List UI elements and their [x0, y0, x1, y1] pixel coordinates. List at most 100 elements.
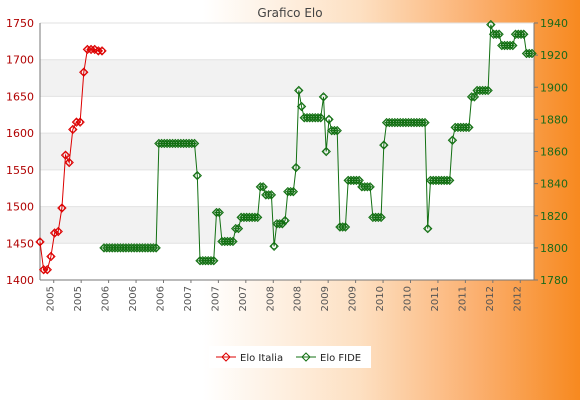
- data-point-core-elo-fide: [304, 114, 310, 121]
- data-point-elo-fide: [285, 186, 296, 197]
- data-point-core-elo-fide: [402, 119, 409, 126]
- data-point-core-elo-italia: [99, 48, 105, 54]
- data-point-core-elo-fide: [457, 124, 464, 131]
- data-point-core-elo-fide: [449, 137, 456, 144]
- legend-marker-elo-italia: [221, 352, 231, 362]
- data-point-core-elo-fide: [356, 177, 363, 184]
- data-point-core-elo-fide: [372, 214, 379, 221]
- data-point-core-elo-fide: [241, 214, 247, 221]
- data-point-elo-fide: [209, 256, 219, 266]
- data-point-elo-fide: [354, 175, 364, 186]
- x-tick-label: 2007: [238, 286, 249, 311]
- data-point-core-elo-fide: [213, 209, 220, 216]
- data-point-elo-italia: [53, 226, 63, 237]
- data-point-core-elo-italia: [77, 119, 84, 126]
- data-point-elo-fide: [329, 125, 340, 136]
- data-point-core-elo-fide: [166, 140, 173, 147]
- legend-marker-elo-fide: [301, 352, 311, 362]
- data-point-core-elo-fide: [331, 127, 338, 134]
- data-point-core-elo-fide: [364, 183, 371, 190]
- data-point-core-elo-fide: [498, 42, 505, 49]
- data-point-core-elo-fide: [144, 244, 151, 251]
- data-point-core-elo-fide: [334, 127, 341, 134]
- data-point-core-elo-fide: [273, 220, 280, 227]
- data-point-core-elo-fide: [444, 177, 450, 184]
- data-point-core-elo-fide: [455, 124, 461, 131]
- data-point-core-elo-fide: [391, 119, 398, 126]
- data-point-core-elo-fide: [523, 50, 530, 57]
- data-point-core-elo-fide: [112, 244, 118, 251]
- data-point-core-elo-fide: [312, 114, 319, 121]
- right-tick-label: 1920: [540, 49, 568, 62]
- data-point-core-elo-fide: [249, 214, 256, 221]
- data-point-elo-fide: [316, 113, 326, 123]
- data-point-core-elo-fide: [487, 21, 494, 28]
- data-point-core-elo-fide: [479, 87, 486, 94]
- x-tick-label: 2007: [210, 286, 221, 311]
- data-point-elo-italia: [46, 251, 56, 262]
- data-point-elo-fide: [508, 40, 518, 51]
- data-point-core-elo-fide: [326, 116, 332, 123]
- data-point-core-elo-fide: [471, 93, 478, 100]
- data-point-elo-fide: [376, 212, 386, 223]
- data-point-elo-fide: [228, 236, 238, 247]
- data-point-core-elo-fide: [427, 177, 434, 184]
- data-point-elo-fide: [351, 175, 362, 186]
- data-point-core-elo-fide: [254, 214, 261, 221]
- x-tick-label: 2011: [457, 286, 468, 311]
- data-point-elo-fide: [379, 140, 389, 150]
- data-point-core-elo-fide: [350, 177, 357, 184]
- left-tick-label: 1400: [6, 274, 34, 287]
- data-point-core-elo-fide: [205, 257, 212, 264]
- data-point-elo-fide: [420, 117, 430, 128]
- data-point-elo-italia: [86, 44, 96, 55]
- data-point-elo-fide: [206, 256, 216, 266]
- data-point-core-elo-fide: [320, 93, 327, 100]
- data-point-core-elo-fide: [282, 217, 288, 224]
- data-point-elo-fide: [151, 243, 161, 253]
- data-point-core-elo-fide: [136, 244, 143, 251]
- data-point-core-elo-fide: [246, 214, 253, 221]
- data-point-elo-fide: [280, 215, 290, 226]
- chart-title: Grafico Elo: [257, 6, 322, 20]
- data-point-elo-fide: [263, 190, 274, 200]
- data-point-core-elo-fide: [435, 177, 442, 184]
- data-point-core-elo-fide: [468, 93, 475, 100]
- data-point-core-elo-italia: [44, 266, 51, 273]
- data-point-elo-italia: [49, 228, 60, 238]
- right-tick-label: 1860: [540, 146, 568, 159]
- data-point-core-elo-fide: [394, 119, 401, 126]
- data-point-core-elo-fide: [109, 244, 116, 251]
- data-point-elo-fide: [486, 19, 496, 30]
- data-point-elo-fide: [417, 117, 427, 128]
- data-point-core-elo-fide: [293, 164, 299, 171]
- data-point-elo-fide: [362, 182, 373, 192]
- data-point-core-elo-fide: [131, 244, 138, 251]
- x-tick-label: 2010: [403, 286, 414, 311]
- data-point-core-elo-fide: [452, 124, 459, 131]
- data-point-elo-fide: [252, 212, 263, 223]
- data-point-core-elo-fide: [114, 244, 121, 251]
- data-point-elo-fide: [494, 29, 504, 39]
- data-point-core-elo-fide: [509, 42, 516, 49]
- left-tick-label: 1600: [6, 127, 34, 140]
- data-point-core-elo-fide: [369, 214, 376, 221]
- data-point-elo-fide: [233, 223, 244, 234]
- data-point-elo-fide: [192, 170, 202, 181]
- x-tick-label: 2006: [101, 286, 112, 311]
- data-point-core-elo-fide: [238, 214, 245, 221]
- data-point-core-elo-fide: [106, 244, 113, 251]
- data-point-elo-fide: [516, 29, 526, 39]
- data-point-core-elo-fide: [389, 119, 395, 126]
- data-point-elo-fide: [527, 48, 537, 59]
- data-point-elo-fide: [444, 175, 455, 186]
- data-point-elo-fide: [266, 190, 277, 200]
- data-point-core-elo-fide: [202, 257, 209, 264]
- data-point-core-elo-fide: [188, 140, 195, 147]
- data-point-core-elo-fide: [515, 31, 522, 38]
- data-point-core-elo-fide: [120, 244, 127, 251]
- left-tick-label: 1500: [6, 201, 34, 214]
- data-point-elo-fide: [277, 219, 288, 229]
- data-point-core-elo-italia: [62, 152, 69, 159]
